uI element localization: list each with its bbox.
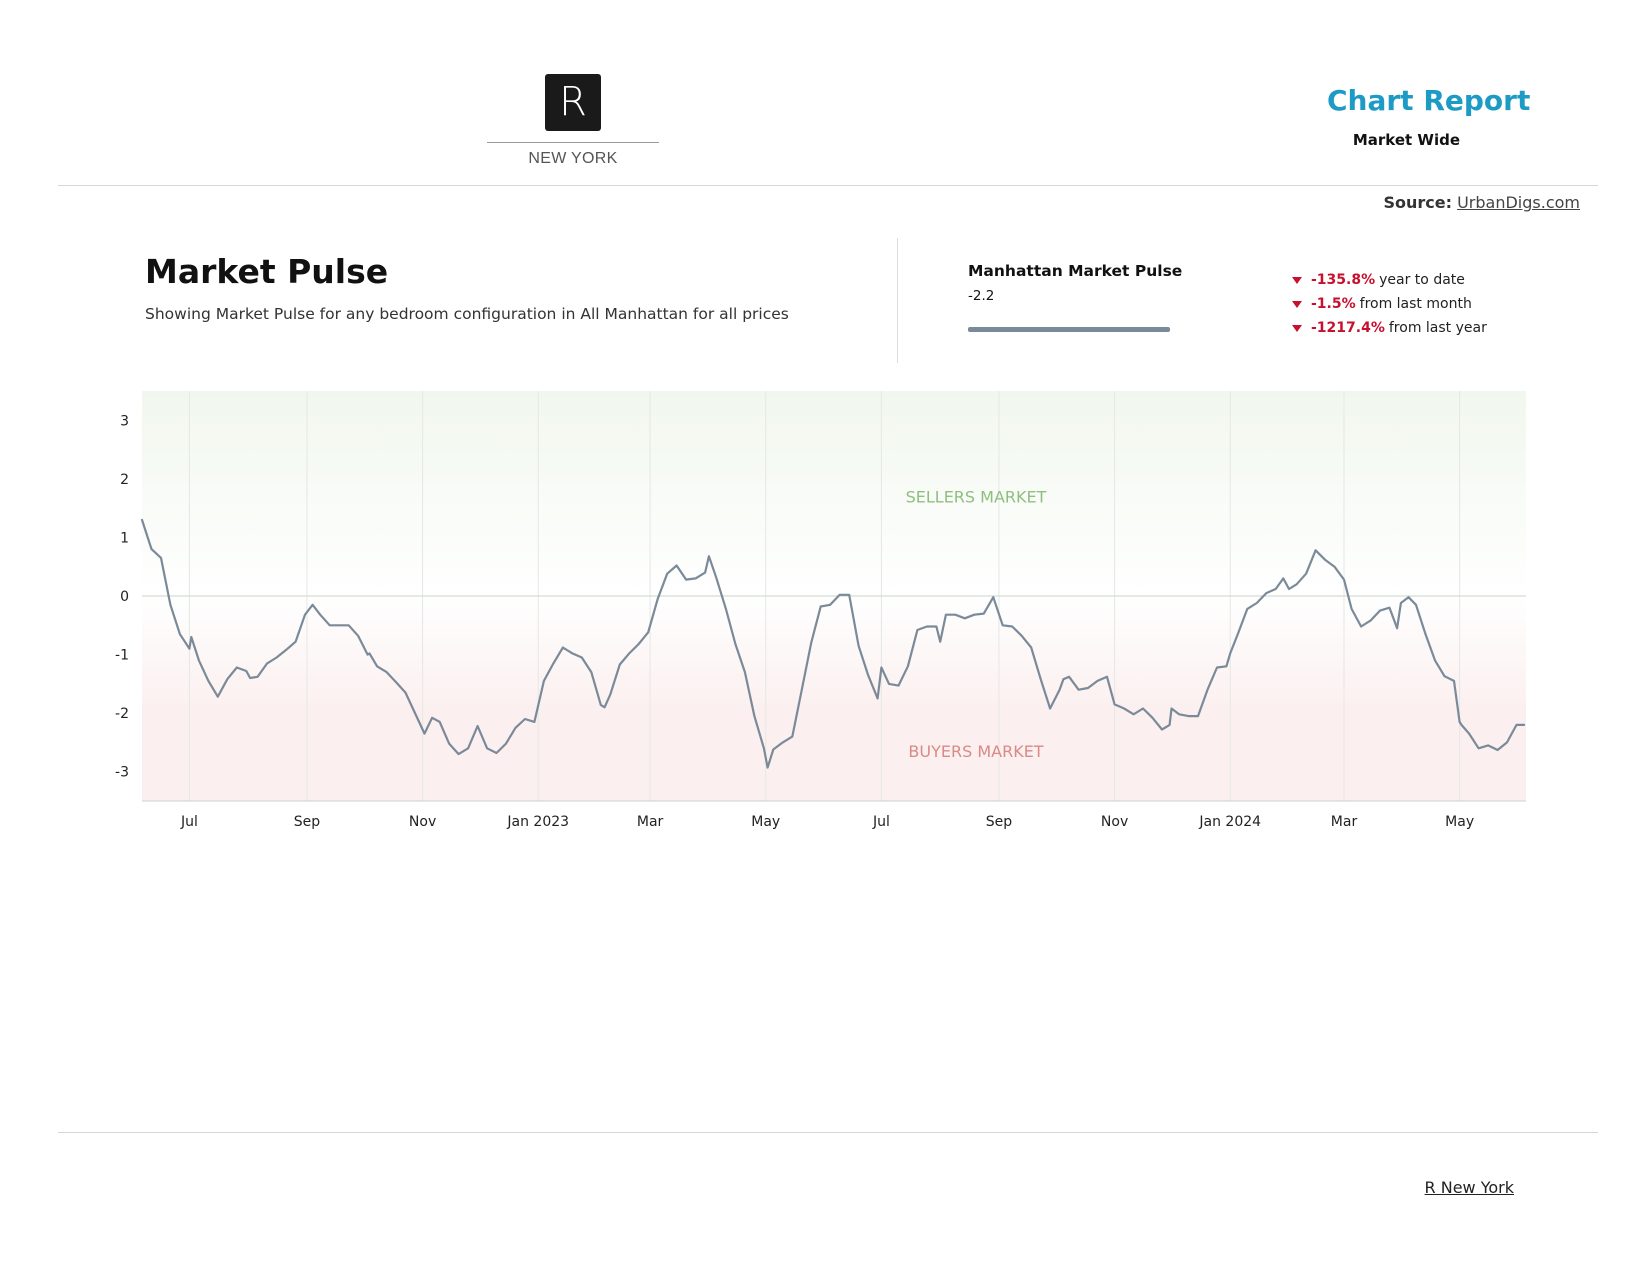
sellers-market-label: SELLERS MARKET <box>906 487 1047 506</box>
buyers-market-label: BUYERS MARKET <box>908 742 1043 761</box>
change-text: year to date <box>1379 272 1465 288</box>
source-link[interactable]: UrbanDigs.com <box>1457 193 1580 212</box>
sellers-zone <box>142 391 1526 596</box>
metric-value: -2.2 <box>968 288 995 304</box>
page-description: Showing Market Pulse for any bedroom con… <box>145 305 789 323</box>
metric-legend-bar <box>968 327 1170 332</box>
footer-divider <box>58 1132 1598 1133</box>
y-tick-label: 3 <box>120 413 129 429</box>
down-triangle-icon <box>1292 324 1302 332</box>
footer-brand-link[interactable]: R New York <box>1424 1178 1514 1197</box>
x-tick-label: Jul <box>872 814 890 830</box>
x-tick-label: Mar <box>1331 814 1358 830</box>
report-title: Chart Report <box>1327 84 1531 117</box>
x-tick-label: May <box>1445 814 1474 830</box>
x-tick-label: Jan 2023 <box>506 814 569 830</box>
x-tick-label: Sep <box>294 814 321 830</box>
down-triangle-icon <box>1292 276 1302 284</box>
page-title: Market Pulse <box>145 252 389 291</box>
change-month: -1.5% from last month <box>1292 292 1487 316</box>
down-triangle-icon <box>1292 300 1302 308</box>
metric-label: Manhattan Market Pulse <box>968 262 1183 280</box>
x-tick-label: Mar <box>637 814 664 830</box>
x-tick-label: Nov <box>1101 814 1128 830</box>
y-tick-label: -3 <box>115 765 129 781</box>
change-year: -1217.4% from last year <box>1292 316 1487 340</box>
change-list: -135.8% year to date -1.5% from last mon… <box>1292 268 1487 340</box>
change-pct: -1.5% <box>1311 296 1356 312</box>
x-tick-label: May <box>751 814 780 830</box>
market-pulse-series-line <box>140 518 1526 769</box>
change-pct: -135.8% <box>1311 272 1376 288</box>
y-tick-label: -2 <box>115 706 129 722</box>
market-pulse-chart: SELLERS MARKET BUYERS MARKET 3210-1-2-3 … <box>115 391 1526 830</box>
x-tick-label: Nov <box>409 814 436 830</box>
change-ytd: -135.8% year to date <box>1292 268 1487 292</box>
y-tick-label: 2 <box>120 472 129 488</box>
x-tick-label: Jul <box>180 814 198 830</box>
change-text: from last year <box>1388 320 1487 336</box>
logo-mark: R <box>545 74 601 131</box>
y-tick-label: 0 <box>120 589 129 605</box>
x-tick-label: Jan 2024 <box>1198 814 1261 830</box>
x-tick-labels: Jul Sep Nov Jan 2023 Mar May Jul Sep Nov Jan 2024… <box>180 814 1474 830</box>
change-text: from last month <box>1359 296 1472 312</box>
source-line: Source: UrbanDigs.com <box>1383 193 1580 212</box>
source-label: Source: <box>1383 193 1452 212</box>
report-subtitle: Market Wide <box>1352 131 1460 149</box>
x-tick-label: Sep <box>986 814 1013 830</box>
change-pct: -1217.4% <box>1311 320 1385 336</box>
header-divider <box>58 185 1598 186</box>
summary-divider <box>897 238 898 363</box>
logo-divider <box>487 142 659 143</box>
buyers-zone <box>142 596 1526 801</box>
logo-text: NEW YORK <box>528 150 618 167</box>
y-tick-label: 1 <box>120 530 129 546</box>
y-tick-label: -1 <box>115 648 129 664</box>
y-tick-labels: 3 2 1 0 -1 -2 -3 <box>115 413 129 780</box>
brand-logo: R NEW YORK <box>487 74 659 168</box>
